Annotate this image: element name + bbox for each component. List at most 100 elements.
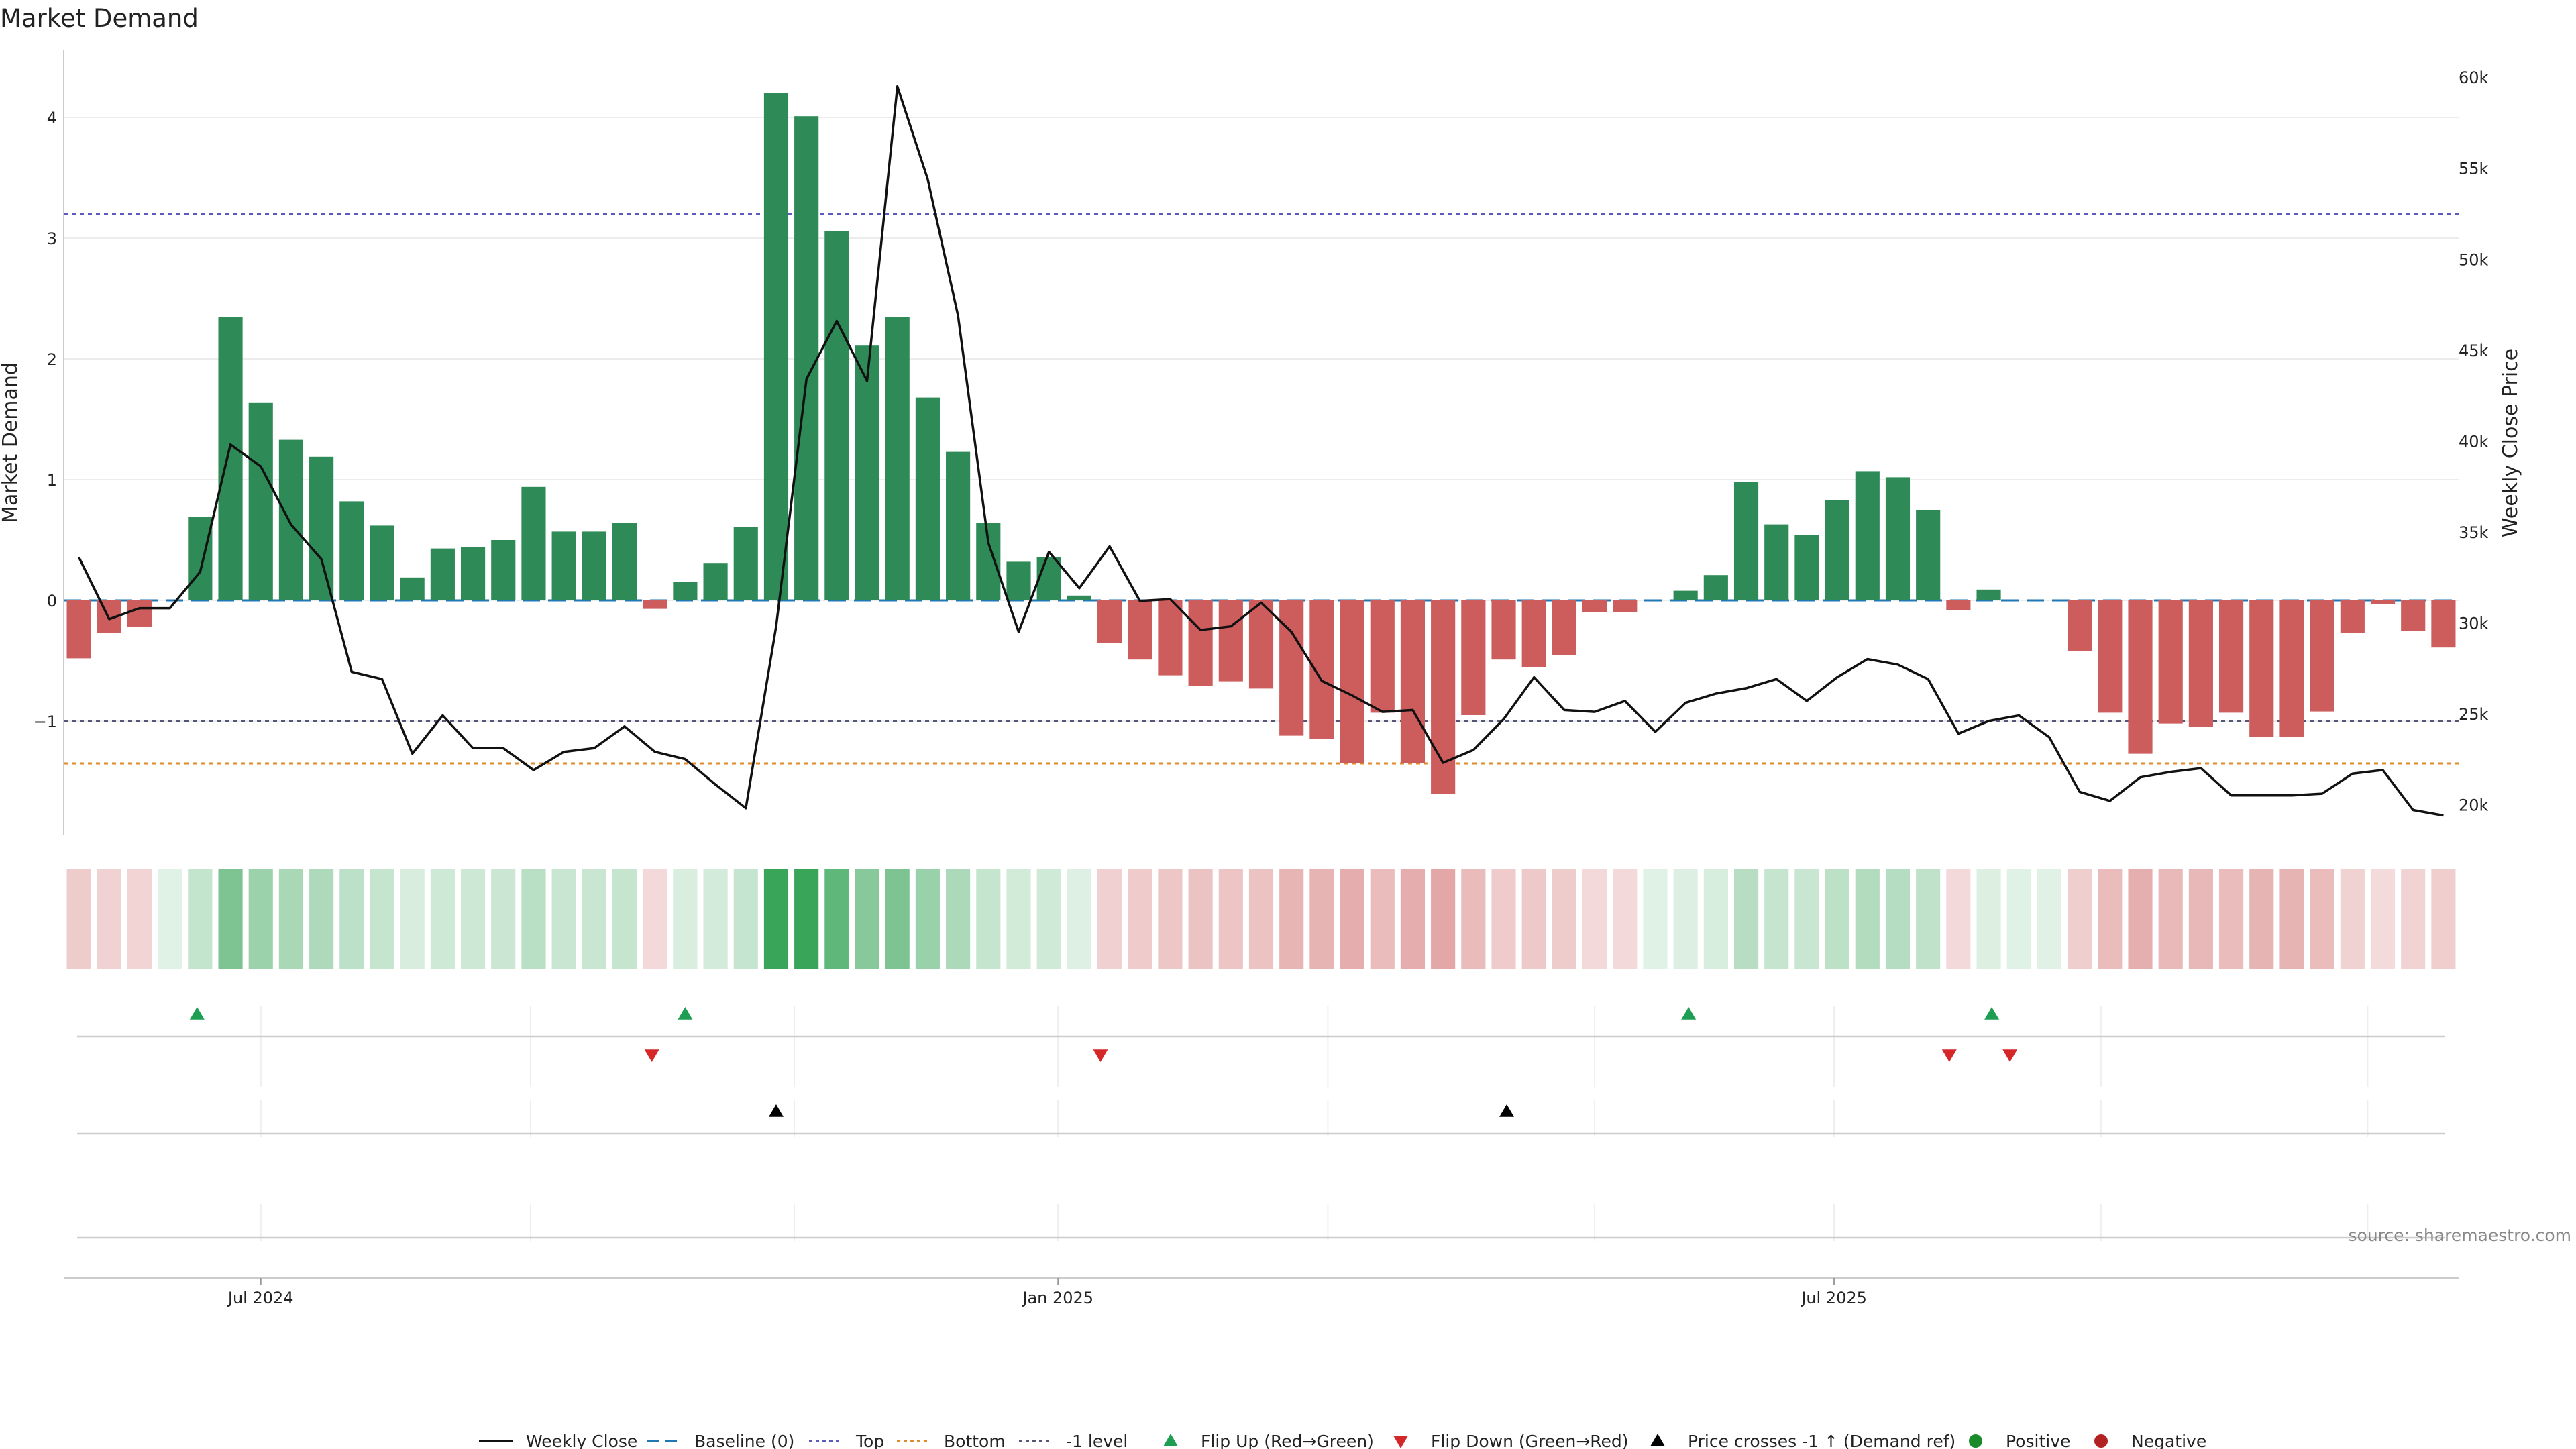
heat-cell — [1158, 869, 1183, 969]
heat-cell — [1097, 869, 1122, 969]
legend-label: Flip Up (Red→Green) — [1201, 1432, 1374, 1449]
heat-cell — [703, 869, 728, 969]
heat-cell — [1491, 869, 1516, 969]
heat-cell — [733, 869, 758, 969]
chart-title: Market Demand — [0, 4, 199, 33]
demand-bar — [1885, 477, 1911, 600]
demand-bar — [1521, 600, 1546, 667]
demand-bar — [643, 600, 667, 609]
heat-cell — [2431, 869, 2456, 969]
demand-bar — [2370, 600, 2396, 604]
weekly-close-line — [78, 85, 2444, 817]
heat-cell — [491, 869, 516, 969]
heat-cell — [2068, 869, 2092, 969]
demand-bar — [1491, 600, 1516, 660]
demand-bar — [400, 577, 425, 600]
demand-bar — [521, 486, 546, 600]
demand-bar — [612, 523, 637, 600]
demand-bar — [1613, 600, 1638, 612]
heat-cell — [1036, 869, 1061, 969]
demand-bar — [1431, 600, 1456, 794]
legend-item: Price crosses -1 ↑ (Demand ref) — [1650, 1432, 1955, 1449]
legend-swatch — [1393, 1436, 1408, 1448]
legend-item: Flip Up (Red→Green) — [1163, 1432, 1374, 1449]
demand-bar — [2188, 600, 2213, 727]
flip-up-marker — [1984, 1007, 2000, 1020]
heat-cell — [430, 869, 455, 969]
heat-cell — [1279, 869, 1304, 969]
legend-label: Negative — [2131, 1432, 2206, 1449]
demand-bar — [2158, 600, 2183, 724]
demand-bar — [430, 548, 455, 600]
heat-cell — [1461, 869, 1486, 969]
demand-bar — [946, 451, 971, 600]
heat-cell — [2037, 869, 2062, 969]
demand-bar — [1703, 575, 1728, 600]
demand-bar — [673, 582, 698, 600]
demand-bar — [1340, 600, 1364, 763]
demand-bar — [1552, 600, 1576, 655]
heat-cell — [582, 869, 606, 969]
demand-bar — [2340, 600, 2365, 633]
heat-cell — [643, 869, 667, 969]
demand-bar — [1794, 535, 1819, 600]
heat-cell — [1976, 869, 2001, 969]
flip-up-marker — [189, 1007, 205, 1020]
demand-bar — [460, 547, 486, 600]
demand-bar — [1825, 500, 1849, 600]
x-tick-label: Jan 2025 — [1021, 1289, 1093, 1307]
demand-bar — [1400, 600, 1426, 763]
flip-down-marker — [2002, 1049, 2018, 1062]
y2-tick-label: 40k — [2459, 432, 2489, 451]
heat-cell — [551, 869, 576, 969]
heat-cell — [1703, 869, 1728, 969]
y-tick-label: 2 — [47, 350, 57, 369]
demand-bar — [703, 563, 728, 600]
legend-item: Bottom — [897, 1432, 1006, 1449]
legend-label: Top — [855, 1432, 884, 1449]
heat-cell — [2098, 869, 2123, 969]
y-tick-label: 4 — [47, 109, 57, 127]
legend-item: -1 level — [1019, 1432, 1128, 1449]
demand-bar — [885, 317, 910, 600]
demand-bar — [763, 93, 789, 600]
y2-tick-label: 35k — [2459, 523, 2489, 542]
demand-bar — [1673, 590, 1698, 600]
heat-cell — [824, 869, 849, 969]
heat-cell — [278, 869, 303, 969]
heat-cell — [2249, 869, 2274, 969]
heat-cell — [218, 869, 243, 969]
demand-bar — [733, 527, 758, 600]
legend-item: Weekly Close — [479, 1432, 637, 1449]
demand-bar — [66, 600, 91, 659]
flip-down-marker — [644, 1049, 659, 1062]
heat-cell — [612, 869, 637, 969]
demand-bar — [188, 517, 213, 600]
demand-bar — [2279, 600, 2304, 737]
heat-cell — [2310, 869, 2334, 969]
demand-bar — [1461, 600, 1486, 715]
heat-cell — [1370, 869, 1395, 969]
x-tick-label: Jul 2025 — [1800, 1289, 1867, 1307]
flip-down-marker — [1093, 1049, 1108, 1062]
demand-bar — [278, 439, 303, 600]
heat-cell — [946, 869, 971, 969]
heat-cell — [855, 869, 879, 969]
heat-cell — [915, 869, 940, 969]
heat-cell — [400, 869, 425, 969]
legend-item: Positive — [1969, 1432, 2070, 1449]
heat-cell — [2401, 869, 2426, 969]
legend-label: Weekly Close — [526, 1432, 637, 1449]
demand-bar — [248, 402, 273, 600]
heat-cell — [1733, 869, 1759, 969]
heat-cell — [97, 869, 121, 969]
demand-bar — [1582, 600, 1607, 612]
demand-bar — [218, 317, 243, 600]
source-note: source: sharemaestro.com — [2349, 1226, 2572, 1245]
demand-bar — [1370, 600, 1395, 713]
demand-bar — [1128, 600, 1152, 660]
heat-cell — [339, 869, 364, 969]
heat-cell — [1613, 869, 1638, 969]
event-markers — [77, 1006, 2445, 1241]
